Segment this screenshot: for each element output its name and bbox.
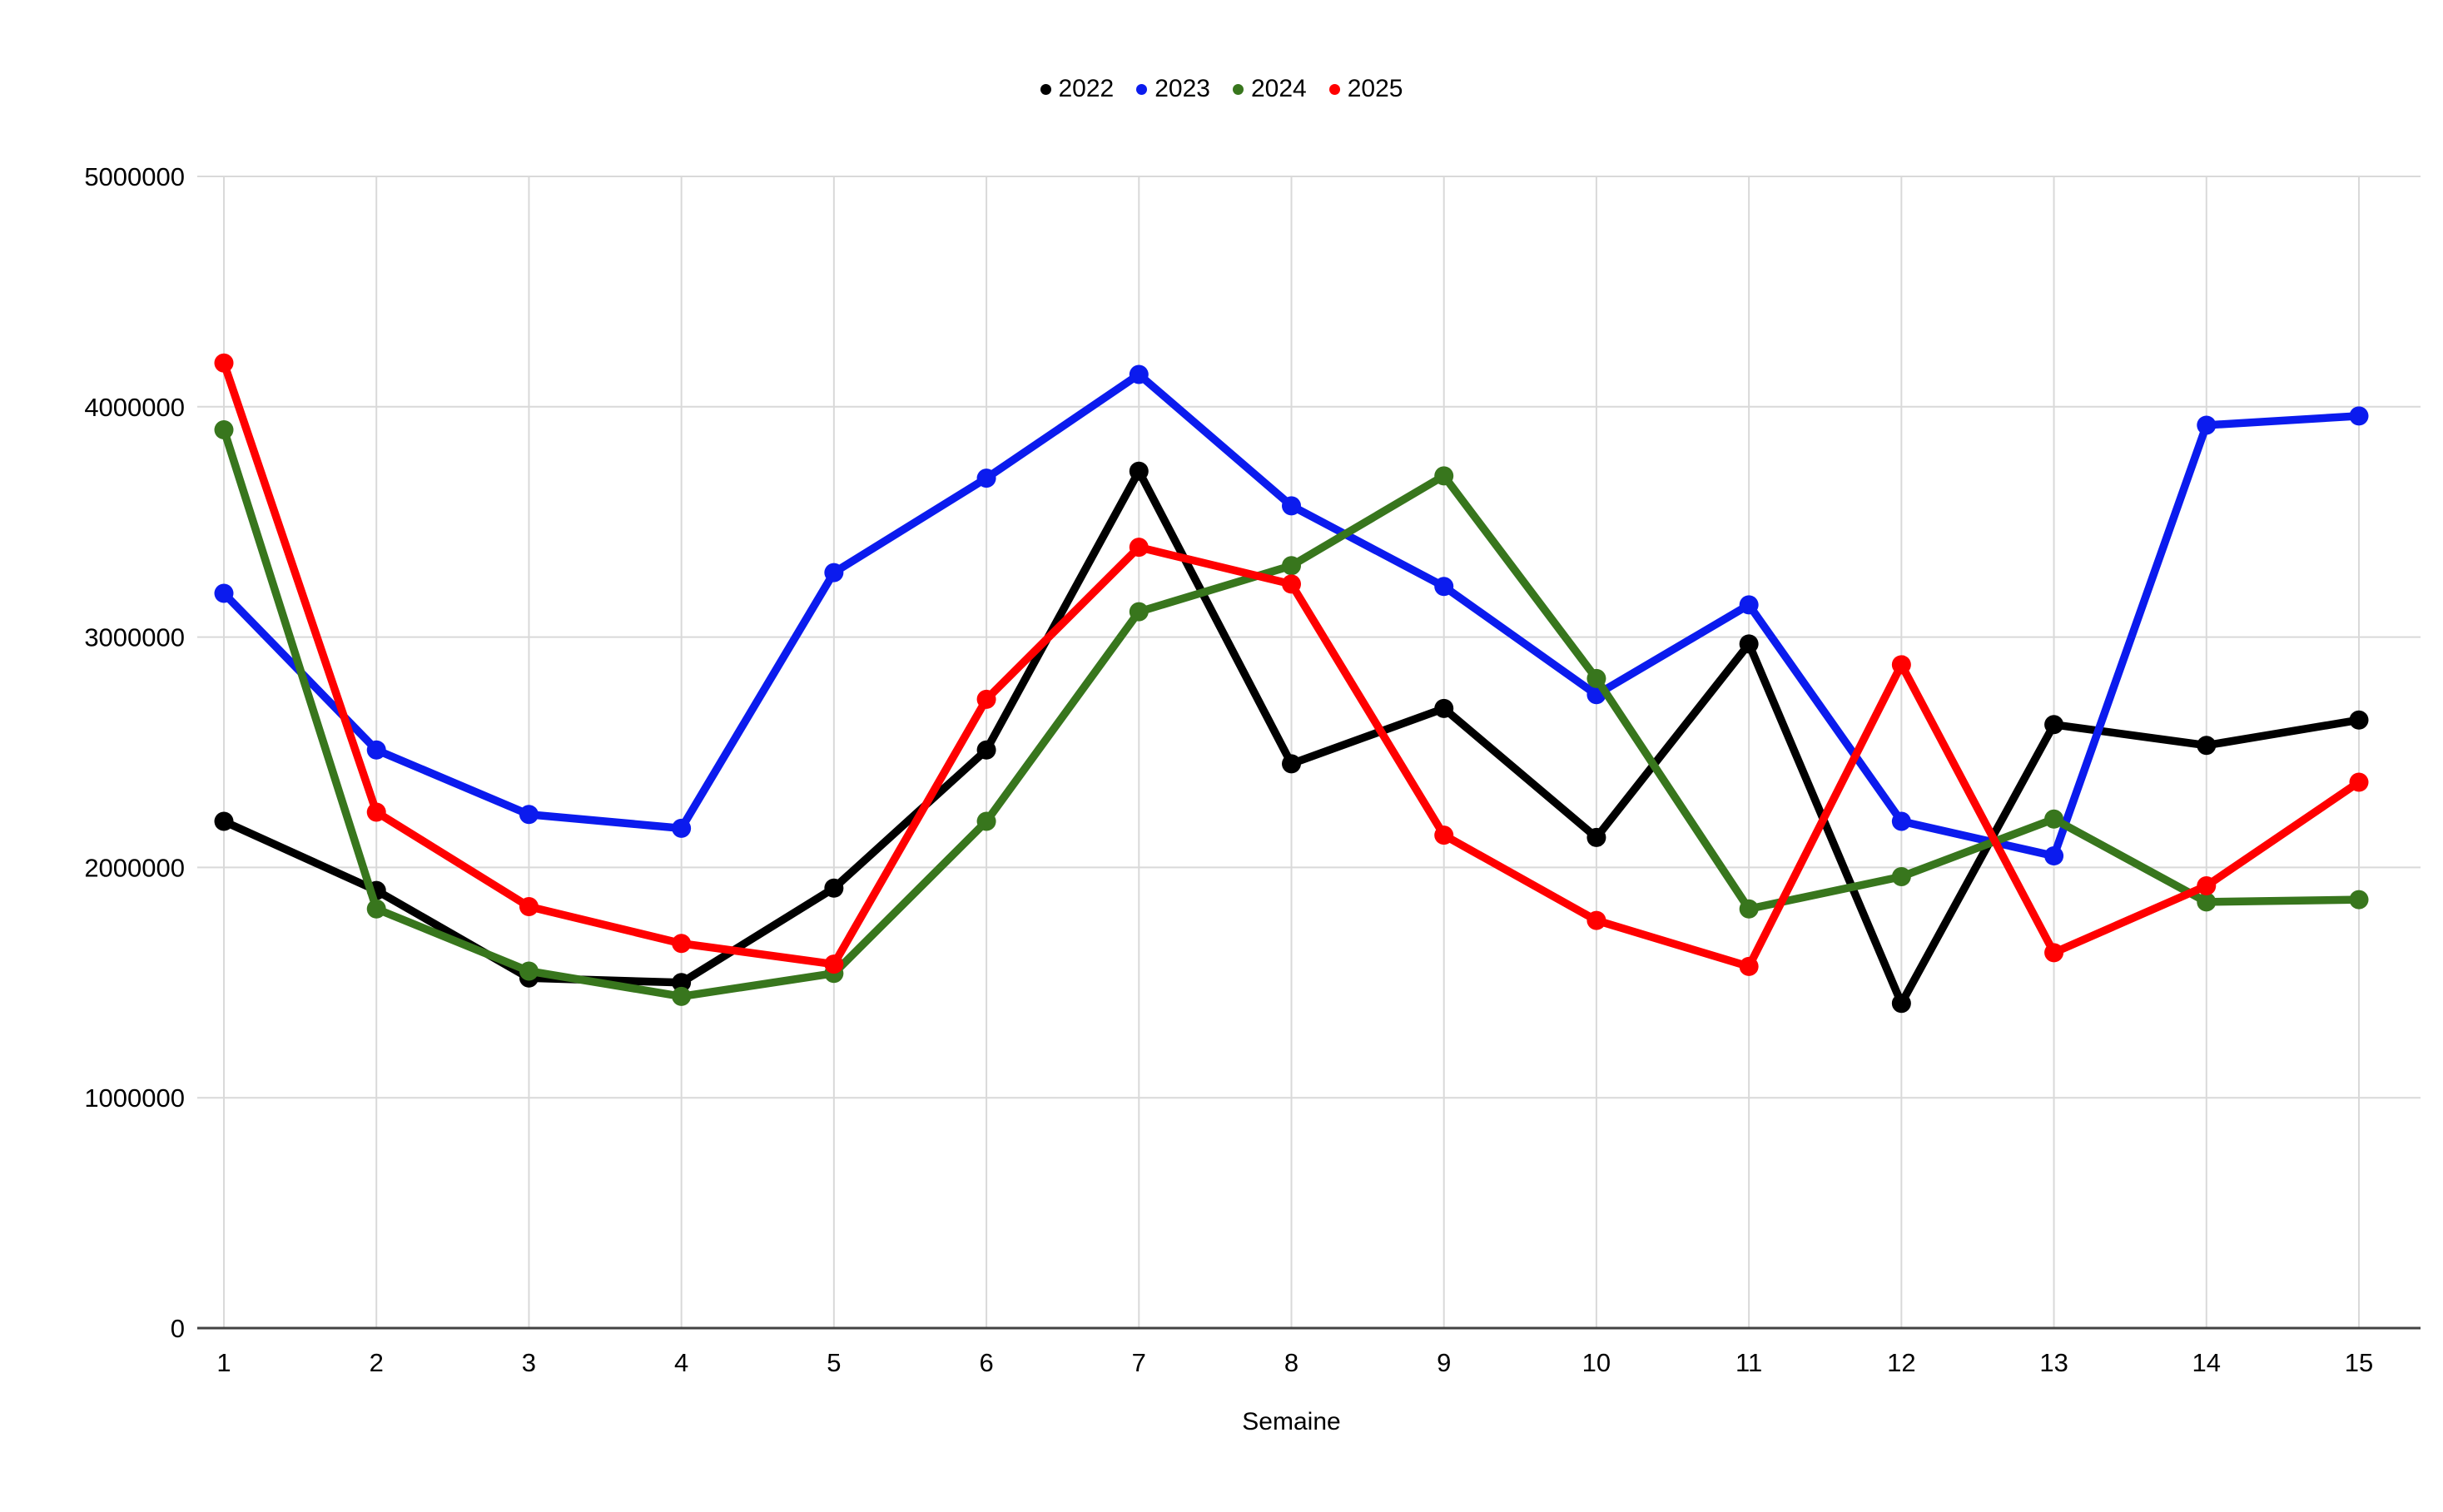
data-point-2024-w13 xyxy=(2044,809,2064,829)
y-tick-label: 4000000 xyxy=(84,393,185,422)
data-point-2023-w4 xyxy=(672,818,692,838)
x-tick-label: 14 xyxy=(2192,1348,2221,1377)
data-point-2024-w11 xyxy=(1739,899,1759,919)
legend-dot-icon xyxy=(1233,83,1244,95)
x-tick-label: 12 xyxy=(1887,1348,1915,1377)
data-point-2024-w14 xyxy=(2197,892,2217,912)
data-point-2024-w1 xyxy=(214,419,234,439)
x-tick-label: 2 xyxy=(370,1348,384,1377)
data-point-2023-w8 xyxy=(1282,496,1301,516)
x-tick-label: 13 xyxy=(2039,1348,2068,1377)
data-point-2022-w10 xyxy=(1586,827,1606,847)
x-tick-label: 8 xyxy=(1284,1348,1298,1377)
legend-label: 2025 xyxy=(1347,75,1403,102)
x-tick-label: 1 xyxy=(216,1348,231,1377)
data-point-2022-w1 xyxy=(214,811,234,831)
legend-dot-icon xyxy=(1040,83,1051,95)
y-tick-label: 1000000 xyxy=(84,1083,185,1113)
data-point-2024-w10 xyxy=(1586,668,1606,688)
data-point-2022-w5 xyxy=(824,878,844,898)
legend-label: 2024 xyxy=(1251,75,1307,102)
x-tick-label: 3 xyxy=(522,1348,536,1377)
data-point-2023-w12 xyxy=(1891,811,1911,831)
data-point-2025-w5 xyxy=(824,954,844,974)
data-point-2025-w1 xyxy=(214,353,234,373)
y-tick-label: 0 xyxy=(171,1314,185,1343)
data-point-2022-w15 xyxy=(2349,710,2369,730)
data-point-2025-w10 xyxy=(1586,910,1606,930)
data-point-2025-w11 xyxy=(1739,956,1759,976)
legend-label: 2023 xyxy=(1154,75,1210,102)
data-point-2023-w14 xyxy=(2197,415,2217,435)
data-point-2024-w9 xyxy=(1434,466,1454,486)
data-point-2023-w1 xyxy=(214,583,234,603)
data-point-2024-w4 xyxy=(672,986,692,1006)
legend-item-2024: 2024 xyxy=(1233,77,1307,102)
legend-item-2022: 2022 xyxy=(1040,75,1115,102)
data-point-2024-w2 xyxy=(366,899,386,919)
data-point-2023-w7 xyxy=(1129,364,1149,384)
y-tick-label: 2000000 xyxy=(84,853,185,882)
data-point-2025-w8 xyxy=(1282,574,1301,594)
data-point-2025-w4 xyxy=(672,934,692,954)
data-point-2022-w13 xyxy=(2044,715,2064,735)
data-point-2025-w14 xyxy=(2197,876,2217,896)
y-tick-label: 5000000 xyxy=(84,162,185,191)
data-point-2025-w12 xyxy=(1891,655,1911,675)
data-point-2025-w2 xyxy=(366,802,386,822)
data-point-2023-w9 xyxy=(1434,577,1454,597)
data-point-2022-w11 xyxy=(1739,634,1759,654)
legend-dot-icon xyxy=(1136,83,1148,95)
data-point-2025-w7 xyxy=(1129,538,1149,558)
data-point-2022-w4 xyxy=(672,973,692,993)
y-tick-label: 3000000 xyxy=(84,623,185,652)
data-point-2024-w8 xyxy=(1282,556,1301,576)
data-point-2022-w12 xyxy=(1891,994,1911,1014)
x-tick-label: 10 xyxy=(1582,1348,1611,1377)
data-point-2024-w12 xyxy=(1891,866,1911,886)
x-tick-label: 4 xyxy=(674,1348,688,1377)
data-point-2023-w2 xyxy=(366,740,386,760)
x-tick-label: 9 xyxy=(1437,1348,1451,1377)
x-tick-label: 15 xyxy=(2345,1348,2373,1377)
x-tick-label: 5 xyxy=(827,1348,841,1377)
legend-item-2025: 2025 xyxy=(1328,75,1403,102)
x-axis-title: Semaine xyxy=(1242,1408,1341,1435)
data-point-2024-w6 xyxy=(976,811,996,831)
data-point-2023-w15 xyxy=(2349,406,2369,426)
data-point-2025-w6 xyxy=(976,689,996,709)
data-point-2025-w9 xyxy=(1434,825,1454,845)
legend-dot-icon xyxy=(1328,83,1340,95)
data-point-2023-w6 xyxy=(976,468,996,488)
data-point-2023-w5 xyxy=(824,563,844,582)
data-point-2022-w9 xyxy=(1434,698,1454,718)
x-tick-label: 7 xyxy=(1132,1348,1146,1377)
legend-item-2023: 2023 xyxy=(1136,77,1210,102)
data-point-2025-w3 xyxy=(519,896,539,916)
chart-legend: 2022 2023 2024 2025 xyxy=(0,77,2443,102)
data-point-2024-w15 xyxy=(2349,890,2369,910)
x-tick-label: 11 xyxy=(1735,1348,1762,1377)
data-point-2023-w11 xyxy=(1739,595,1759,615)
legend-label: 2022 xyxy=(1058,75,1115,102)
data-point-2024-w3 xyxy=(519,961,539,981)
data-point-2023-w13 xyxy=(2044,846,2064,866)
data-point-2024-w7 xyxy=(1129,602,1149,622)
data-point-2025-w15 xyxy=(2349,772,2369,792)
data-point-2023-w3 xyxy=(519,805,539,825)
data-point-2025-w13 xyxy=(2044,943,2064,963)
data-point-2022-w14 xyxy=(2197,736,2217,756)
data-point-2022-w6 xyxy=(976,740,996,760)
data-point-2022-w7 xyxy=(1129,461,1149,481)
data-point-2022-w8 xyxy=(1282,754,1301,774)
x-tick-label: 6 xyxy=(979,1348,993,1377)
